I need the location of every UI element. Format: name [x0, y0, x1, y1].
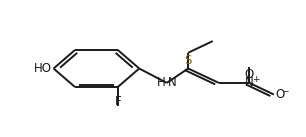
- Text: N: N: [245, 76, 254, 89]
- Text: S: S: [185, 54, 192, 67]
- Text: O: O: [245, 68, 254, 82]
- Text: O: O: [275, 88, 285, 101]
- Text: HO: HO: [34, 62, 52, 75]
- Text: H: H: [156, 76, 165, 89]
- Text: +: +: [252, 75, 260, 84]
- Text: N: N: [168, 76, 177, 89]
- Text: −: −: [281, 87, 289, 96]
- Text: F: F: [114, 95, 121, 108]
